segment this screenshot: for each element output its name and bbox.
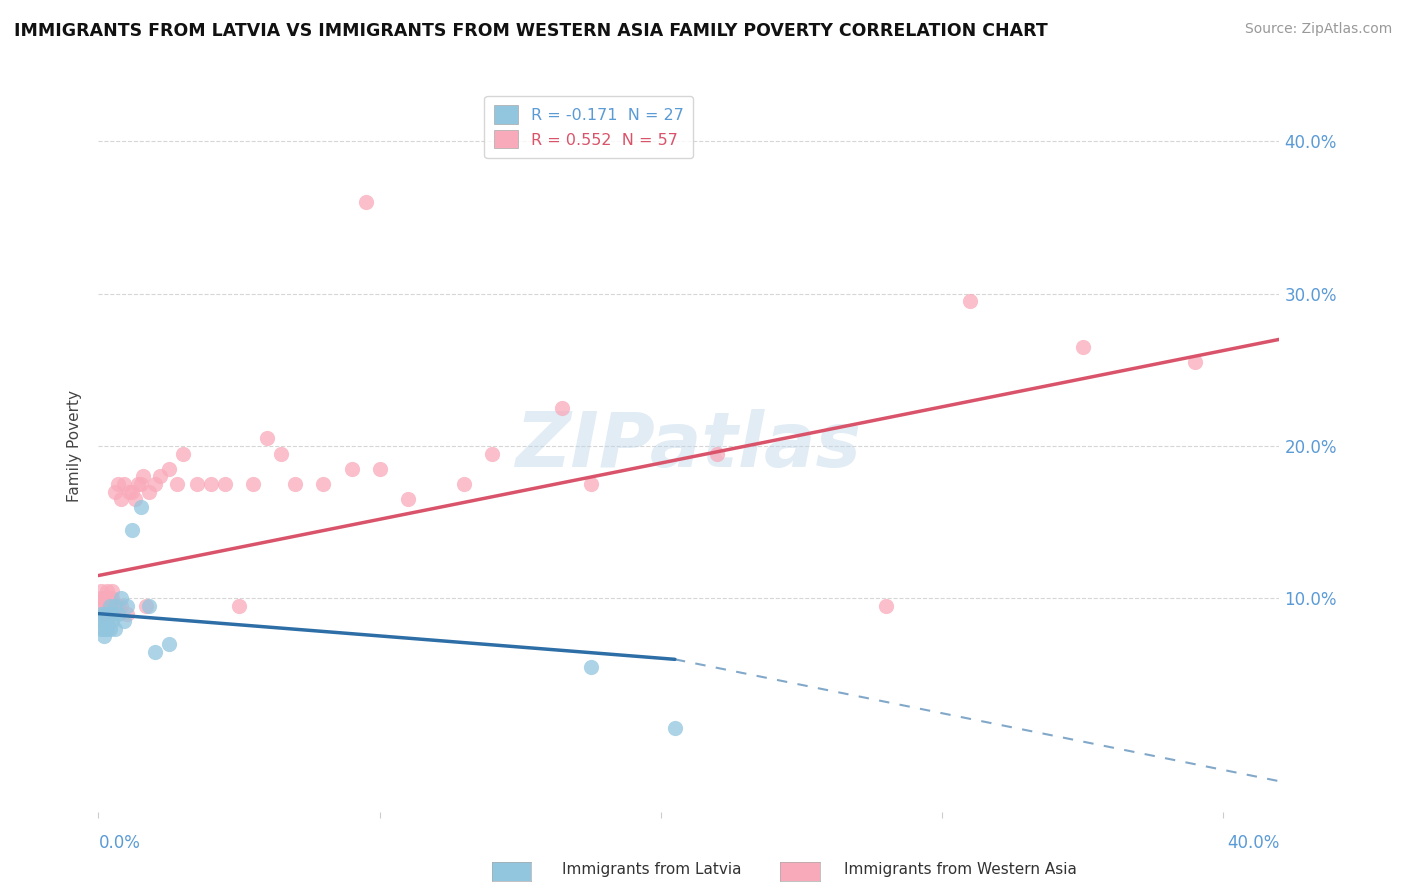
Point: [959, 294, 981, 309]
Point: [1184, 355, 1206, 369]
Text: IMMIGRANTS FROM LATVIA VS IMMIGRANTS FROM WESTERN ASIA FAMILY POVERTY CORRELATIO: IMMIGRANTS FROM LATVIA VS IMMIGRANTS FRO…: [14, 22, 1047, 40]
Point: [115, 599, 138, 613]
Point: [132, 469, 155, 483]
Point: [481, 447, 503, 461]
Point: [312, 477, 335, 491]
Point: [96, 622, 118, 636]
Point: [90, 622, 112, 636]
Point: [121, 484, 143, 499]
Point: [93, 591, 115, 606]
Point: [284, 477, 307, 491]
Point: [242, 477, 264, 491]
Point: [104, 599, 127, 613]
Point: [129, 500, 152, 514]
Point: [214, 477, 236, 491]
Point: [104, 484, 127, 499]
Text: 40.0%: 40.0%: [1227, 834, 1279, 852]
Point: [135, 599, 157, 613]
Point: [138, 484, 160, 499]
Point: [172, 447, 194, 461]
Point: [107, 607, 129, 621]
Point: [143, 645, 166, 659]
Text: Immigrants from Western Asia: Immigrants from Western Asia: [844, 863, 1077, 877]
Point: [110, 492, 132, 507]
Legend: R = -0.171  N = 27, R = 0.552  N = 57: R = -0.171 N = 27, R = 0.552 N = 57: [484, 95, 693, 158]
Text: Source: ZipAtlas.com: Source: ZipAtlas.com: [1244, 22, 1392, 37]
Text: ZIPatlas: ZIPatlas: [516, 409, 862, 483]
Point: [200, 477, 222, 491]
Point: [98, 599, 121, 613]
Y-axis label: Family Poverty: Family Poverty: [67, 390, 83, 502]
Point: [98, 622, 121, 636]
Point: [124, 492, 146, 507]
Point: [149, 469, 172, 483]
Point: [157, 637, 180, 651]
Point: [579, 660, 602, 674]
Point: [101, 583, 124, 598]
Text: Immigrants from Latvia: Immigrants from Latvia: [562, 863, 742, 877]
Point: [340, 462, 363, 476]
Point: [368, 462, 391, 476]
Point: [98, 591, 121, 606]
Point: [96, 591, 118, 606]
Point: [551, 401, 574, 415]
Point: [93, 607, 115, 621]
Point: [228, 599, 250, 613]
Point: [354, 195, 377, 210]
Point: [143, 477, 166, 491]
Point: [96, 599, 118, 613]
Point: [110, 591, 132, 606]
Point: [706, 447, 728, 461]
Point: [96, 614, 118, 628]
Point: [110, 599, 132, 613]
Point: [96, 583, 118, 598]
Point: [90, 607, 112, 621]
Point: [107, 599, 129, 613]
Point: [396, 492, 419, 507]
Point: [157, 462, 180, 476]
Point: [579, 477, 602, 491]
Point: [104, 622, 127, 636]
Point: [98, 599, 121, 613]
Point: [101, 599, 124, 613]
Point: [90, 599, 112, 613]
Point: [875, 599, 897, 613]
Point: [127, 477, 149, 491]
Point: [115, 607, 138, 621]
Point: [453, 477, 475, 491]
Point: [93, 630, 115, 644]
Point: [93, 622, 115, 636]
Point: [1071, 340, 1094, 354]
Point: [186, 477, 208, 491]
Point: [93, 607, 115, 621]
Point: [90, 614, 112, 628]
Point: [104, 599, 127, 613]
Point: [93, 614, 115, 628]
Point: [256, 431, 278, 445]
Point: [90, 583, 112, 598]
Point: [270, 447, 292, 461]
Point: [101, 591, 124, 606]
Point: [118, 484, 141, 499]
Point: [107, 477, 129, 491]
Point: [121, 523, 143, 537]
Point: [90, 591, 112, 606]
Point: [664, 721, 686, 735]
Point: [138, 599, 160, 613]
Point: [101, 614, 124, 628]
Point: [96, 607, 118, 621]
Point: [101, 607, 124, 621]
Point: [112, 614, 135, 628]
Point: [93, 599, 115, 613]
Point: [166, 477, 188, 491]
Text: 0.0%: 0.0%: [98, 834, 141, 852]
Point: [129, 477, 152, 491]
Point: [112, 477, 135, 491]
